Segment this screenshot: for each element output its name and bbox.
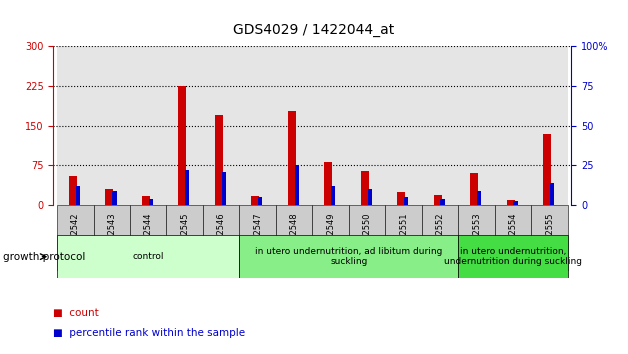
Bar	[324, 162, 332, 205]
FancyBboxPatch shape	[94, 205, 130, 271]
Bar	[68, 176, 77, 205]
Bar	[178, 86, 186, 205]
Text: GSM402553: GSM402553	[472, 213, 481, 263]
Bar	[130, 46, 166, 205]
FancyBboxPatch shape	[130, 205, 166, 271]
Bar	[404, 198, 408, 205]
FancyBboxPatch shape	[239, 205, 276, 271]
Bar	[470, 173, 478, 205]
FancyBboxPatch shape	[495, 205, 531, 271]
Bar	[75, 186, 80, 205]
Bar	[360, 171, 369, 205]
Bar	[239, 46, 276, 205]
Bar	[295, 166, 299, 205]
Text: GSM402554: GSM402554	[509, 213, 517, 263]
FancyBboxPatch shape	[458, 235, 568, 278]
FancyBboxPatch shape	[239, 235, 458, 278]
Text: GSM402543: GSM402543	[107, 213, 116, 263]
Bar	[495, 46, 531, 205]
Bar	[251, 196, 259, 205]
Bar	[349, 46, 386, 205]
Bar	[331, 186, 335, 205]
Bar	[543, 133, 551, 205]
Bar	[550, 183, 555, 205]
Text: control: control	[133, 252, 164, 261]
FancyBboxPatch shape	[422, 205, 458, 271]
FancyBboxPatch shape	[531, 205, 568, 271]
Bar	[185, 170, 190, 205]
FancyBboxPatch shape	[386, 205, 422, 271]
Text: GSM402546: GSM402546	[217, 213, 225, 263]
Bar	[367, 189, 372, 205]
Text: GSM402550: GSM402550	[362, 213, 372, 263]
Bar	[440, 199, 445, 205]
Bar	[258, 198, 263, 205]
Bar	[507, 200, 514, 205]
Bar	[149, 199, 153, 205]
Text: GSM402549: GSM402549	[326, 213, 335, 263]
Bar	[288, 111, 296, 205]
Bar	[106, 189, 113, 205]
Bar	[458, 46, 495, 205]
Text: GSM402552: GSM402552	[436, 213, 445, 263]
Bar	[422, 46, 458, 205]
Bar	[276, 46, 313, 205]
Text: in utero undernutrition, ad libitum during
suckling: in utero undernutrition, ad libitum duri…	[255, 247, 443, 266]
Bar	[166, 46, 203, 205]
FancyBboxPatch shape	[458, 205, 495, 271]
Text: GSM402551: GSM402551	[399, 213, 408, 263]
Bar	[203, 46, 239, 205]
FancyBboxPatch shape	[276, 205, 313, 271]
Text: GDS4029 / 1422044_at: GDS4029 / 1422044_at	[234, 23, 394, 37]
Text: GSM402547: GSM402547	[253, 213, 263, 263]
Bar	[531, 46, 568, 205]
Text: growth protocol: growth protocol	[3, 252, 85, 262]
Bar	[215, 115, 223, 205]
FancyBboxPatch shape	[57, 205, 94, 271]
Bar	[386, 46, 422, 205]
Bar	[142, 196, 149, 205]
Text: in utero undernutrition,
undernutrition during suckling: in utero undernutrition, undernutrition …	[444, 247, 582, 266]
Text: GSM402545: GSM402545	[180, 213, 189, 263]
Text: ■  count: ■ count	[53, 308, 99, 318]
Text: ■  percentile rank within the sample: ■ percentile rank within the sample	[53, 328, 246, 338]
Bar	[57, 46, 94, 205]
FancyBboxPatch shape	[349, 205, 386, 271]
Bar	[397, 192, 405, 205]
Bar	[514, 200, 518, 205]
FancyBboxPatch shape	[166, 205, 203, 271]
Text: GSM402555: GSM402555	[545, 213, 554, 263]
Text: GSM402548: GSM402548	[290, 213, 299, 263]
Text: GSM402544: GSM402544	[144, 213, 153, 263]
Bar	[477, 191, 481, 205]
FancyBboxPatch shape	[313, 205, 349, 271]
FancyBboxPatch shape	[203, 205, 239, 271]
Bar	[433, 195, 441, 205]
Bar	[112, 191, 117, 205]
Bar	[222, 172, 226, 205]
Text: GSM402542: GSM402542	[71, 213, 80, 263]
FancyBboxPatch shape	[57, 235, 239, 278]
Bar	[313, 46, 349, 205]
Bar	[94, 46, 130, 205]
